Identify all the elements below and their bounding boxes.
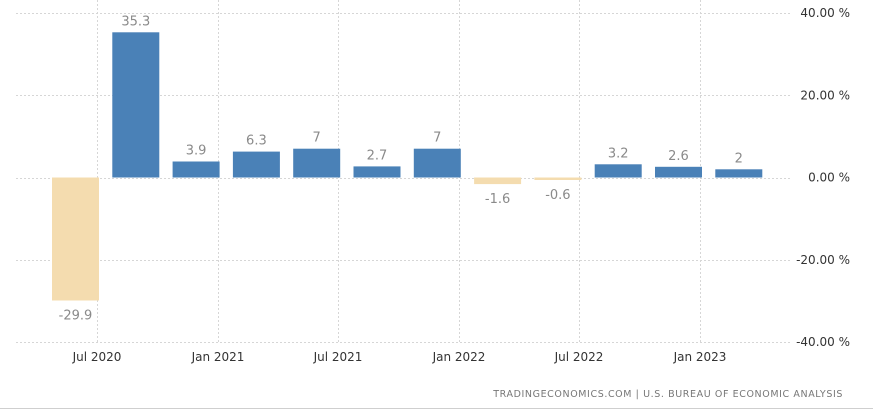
bar <box>112 32 160 178</box>
bar-value-label: 2.7 <box>367 148 388 163</box>
bar <box>474 177 522 185</box>
y-tick-label: -40.00 % <box>796 335 850 349</box>
x-tick-label: Jul 2021 <box>313 350 363 364</box>
bar-value-label: 3.9 <box>186 144 207 159</box>
y-tick-label: 40.00 % <box>800 6 850 20</box>
bar-value-label: 35.3 <box>121 14 150 29</box>
x-tick-label: Jan 2021 <box>191 350 245 364</box>
bar-value-label: 2.6 <box>668 149 689 164</box>
bar <box>715 169 763 178</box>
bar-value-label: 7 <box>433 131 441 146</box>
bar <box>594 164 642 178</box>
x-tick-label: Jan 2022 <box>432 350 486 364</box>
bar-value-label: 6.3 <box>246 134 267 149</box>
source-credit: TRADINGECONOMICS.COM | U.S. BUREAU OF EC… <box>492 389 843 400</box>
bar-value-label: -1.6 <box>485 192 510 207</box>
x-tick-label: Jul 2020 <box>72 350 122 364</box>
x-tick-label: Jul 2022 <box>554 350 604 364</box>
bar <box>534 177 582 180</box>
bar-value-label: -0.6 <box>545 188 570 203</box>
bar <box>353 166 401 178</box>
bar <box>172 161 220 178</box>
y-tick-label: 0.00 % <box>808 171 850 185</box>
bar-value-label: 2 <box>735 151 743 166</box>
bar-value-label: 3.2 <box>608 146 629 161</box>
bar <box>293 148 341 178</box>
bar <box>655 166 702 178</box>
bar <box>232 151 280 178</box>
bar <box>413 148 461 178</box>
x-tick-label: Jan 2023 <box>673 350 727 364</box>
bar-value-label: -29.9 <box>59 309 93 324</box>
bar <box>52 177 99 301</box>
y-tick-label: 20.00 % <box>800 88 850 102</box>
bar-value-label: 7 <box>313 131 321 146</box>
y-tick-label: -20.00 % <box>796 253 850 267</box>
bottom-divider <box>0 408 873 409</box>
